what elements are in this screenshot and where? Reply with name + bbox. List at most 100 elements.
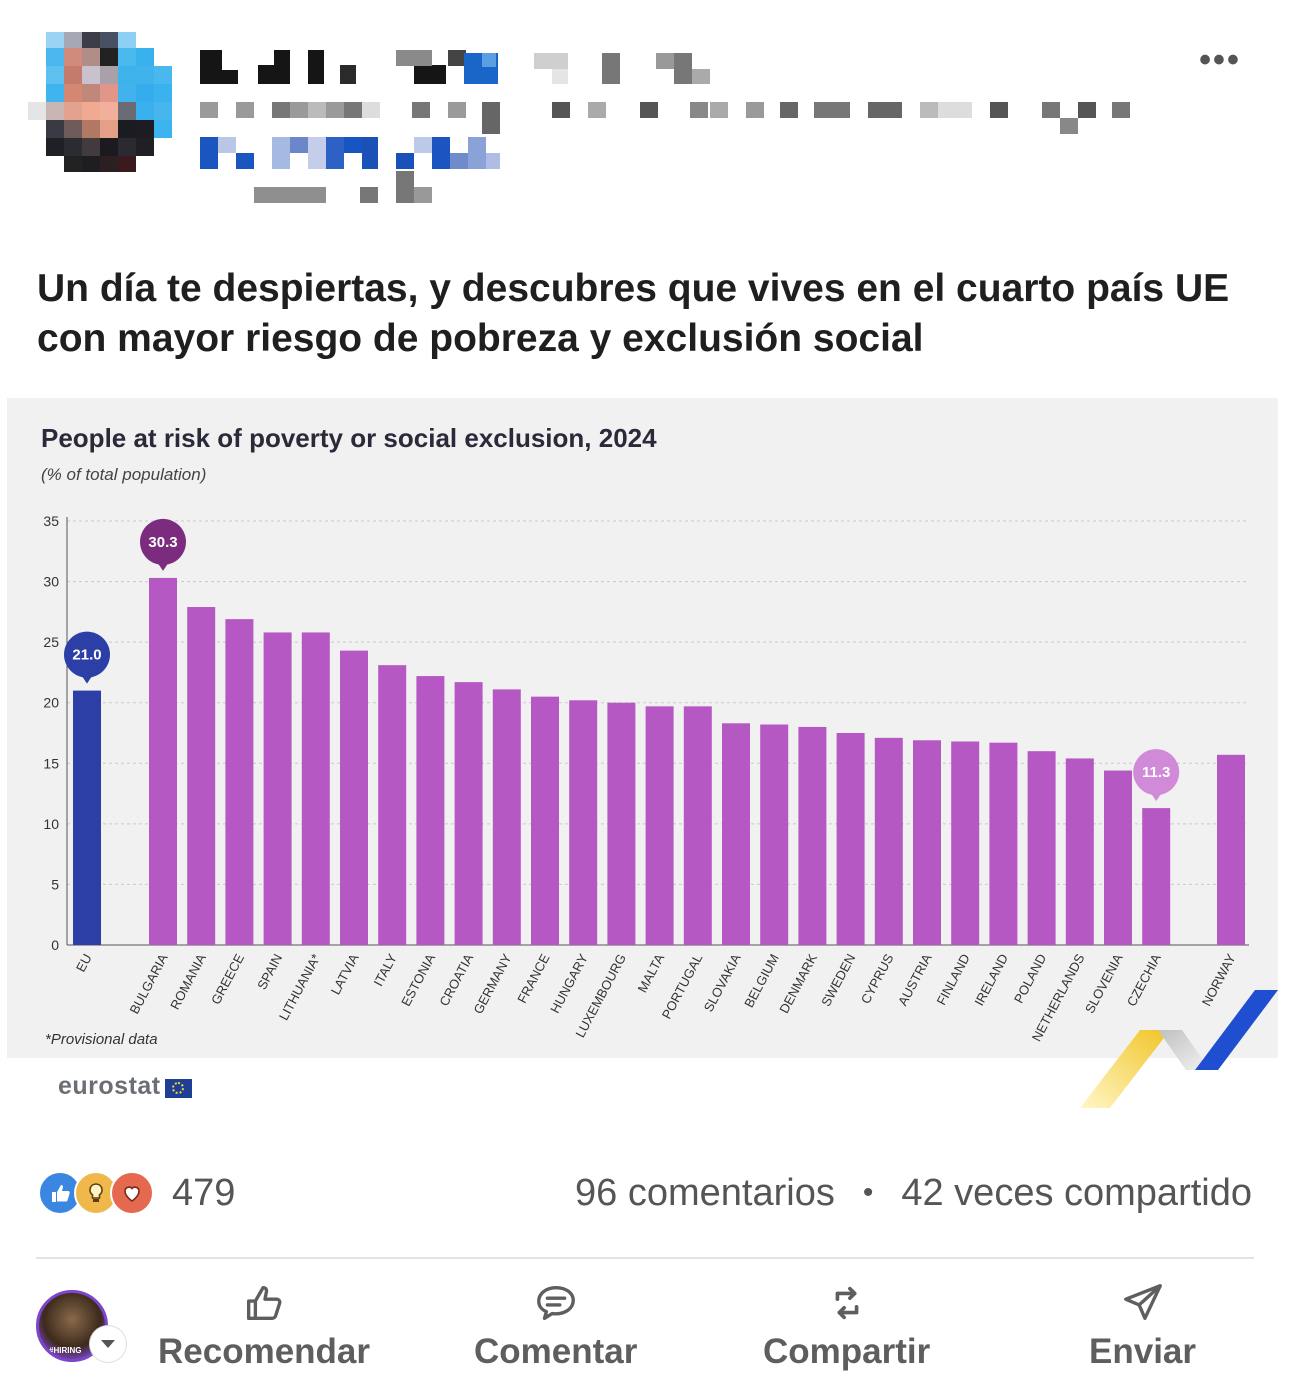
x-tick-label: BULGARIA [127,951,171,1016]
bar-estonia [416,676,445,945]
eu-flag-icon [164,1078,192,1098]
send-label: Enviar [1089,1332,1196,1371]
bar-latvia [340,650,368,945]
x-tick-label: ROMANIA [167,951,209,1012]
callout-bubble [64,631,110,678]
bar-bulgaria [149,577,177,945]
y-tick-label: 5 [51,876,59,892]
bar-romania [187,607,216,945]
y-tick-label: 10 [43,816,59,832]
comment-icon [536,1285,575,1321]
bar-ireland [989,742,1018,945]
bar-austria [913,740,941,945]
share-button[interactable]: Compartir [763,1280,930,1372]
y-tick-label: 20 [43,695,59,711]
y-tick-label: 30 [43,574,59,590]
bar-slovakia [722,723,750,945]
y-tick-label: 25 [43,634,59,650]
post-stats: 96 comentarios • 42 veces compartido [575,1168,1252,1218]
action-bar: #HIRING Recomendar Comentar Compartir En… [0,1270,1290,1391]
bar-finland [951,741,980,945]
x-tick-label: DENMARK [776,951,820,1016]
callout-bubble [140,518,186,565]
reactions-summary[interactable]: 479 [38,1168,235,1218]
callout-pointer [1150,792,1163,802]
bar-norway [1217,754,1245,945]
callout-pointer [157,561,169,571]
callout-bulgaria: 30.3 [140,518,186,571]
comments-count-link[interactable]: 96 comentarios [575,1171,835,1214]
author-avatar[interactable] [28,18,188,178]
comment-label: Comentar [474,1332,638,1371]
send-icon [1123,1284,1162,1321]
comment-button[interactable]: Comentar [474,1280,637,1372]
y-tick-label: 0 [51,937,59,953]
x-tick-label: MALTA [635,951,668,995]
chevron-down-icon [101,1340,115,1348]
bar-croatia [454,682,483,945]
x-tick-label: GERMANY [470,951,514,1016]
author-name-blurred[interactable] [200,45,1160,215]
callout-eu: 21.0 [64,631,110,684]
x-tick-label: POLAND [1011,951,1049,1005]
bar-italy [378,665,407,945]
bar-chart: People at risk of poverty or social excl… [41,423,1249,1048]
y-tick-label: 35 [43,513,59,529]
x-tick-label: CYPRUS [858,951,897,1006]
bar-belgium [760,724,789,945]
bar-denmark [798,726,827,945]
eurostat-logo: eurostat [58,1072,192,1101]
chart-subtitle: (% of total population) [41,465,206,484]
x-tick-label: FRANCE [514,951,552,1006]
bar-portugal [683,706,712,945]
x-tick-label: LATVIA [328,951,362,997]
stats-separator: • [862,1176,874,1209]
x-tick-label: CROATIA [436,951,476,1008]
bar-poland [1027,751,1056,945]
callout-pointer [81,674,93,684]
bar-sweden [836,733,865,945]
divider [36,1257,1254,1259]
share-label: Compartir [763,1332,931,1371]
reactions-count: 479 [172,1171,236,1214]
hiring-badge: #HIRING [49,1346,82,1355]
data-label: 21.0 [72,647,101,664]
bar-cyprus [874,737,903,945]
post-header: ••• [0,0,1290,230]
shares-count-link[interactable]: 42 veces compartido [901,1171,1252,1214]
x-tick-label: PORTUGAL [659,951,706,1021]
bar-czechia [1142,808,1171,945]
x-tick-label: SLOVAKIA [701,951,744,1014]
eurostat-wordmark: eurostat [58,1072,161,1100]
data-label: 11.3 [1142,764,1170,781]
provisional-note: *Provisional data [45,1031,158,1048]
repost-icon [835,1286,859,1320]
actor-switch-button[interactable] [90,1326,126,1362]
recommend-button[interactable]: Recomendar [158,1280,370,1372]
chart-image[interactable]: People at risk of poverty or social excl… [7,398,1278,1058]
bar-malta [645,706,674,945]
chart-title: People at risk of poverty or social excl… [41,423,657,453]
bar-france [531,696,559,945]
x-tick-label: ESTONIA [398,951,438,1009]
data-label: 30.3 [148,534,177,551]
callout-bubble [1133,749,1180,796]
bar-netherlands [1065,758,1094,945]
send-button[interactable]: Enviar [1089,1280,1196,1372]
bar-lithuania [301,632,330,945]
decorative-ribbon [1080,990,1278,1108]
x-tick-label: ITALY [371,951,400,989]
bar-hungary [569,700,598,945]
x-tick-label: EU [73,951,95,974]
love-icon [110,1171,154,1215]
bar-spain [263,632,292,945]
thumbs-up-icon [247,1285,282,1321]
x-tick-label: SPAIN [254,951,285,992]
bar-slovenia [1104,770,1132,945]
recommend-label: Recomendar [158,1332,371,1371]
more-options-button[interactable]: ••• [1190,40,1250,80]
bar-luxembourg [607,702,636,945]
x-tick-label: HUNGARY [547,951,591,1016]
callout-czechia: 11.3 [1133,749,1180,802]
bar-eu [73,690,101,945]
